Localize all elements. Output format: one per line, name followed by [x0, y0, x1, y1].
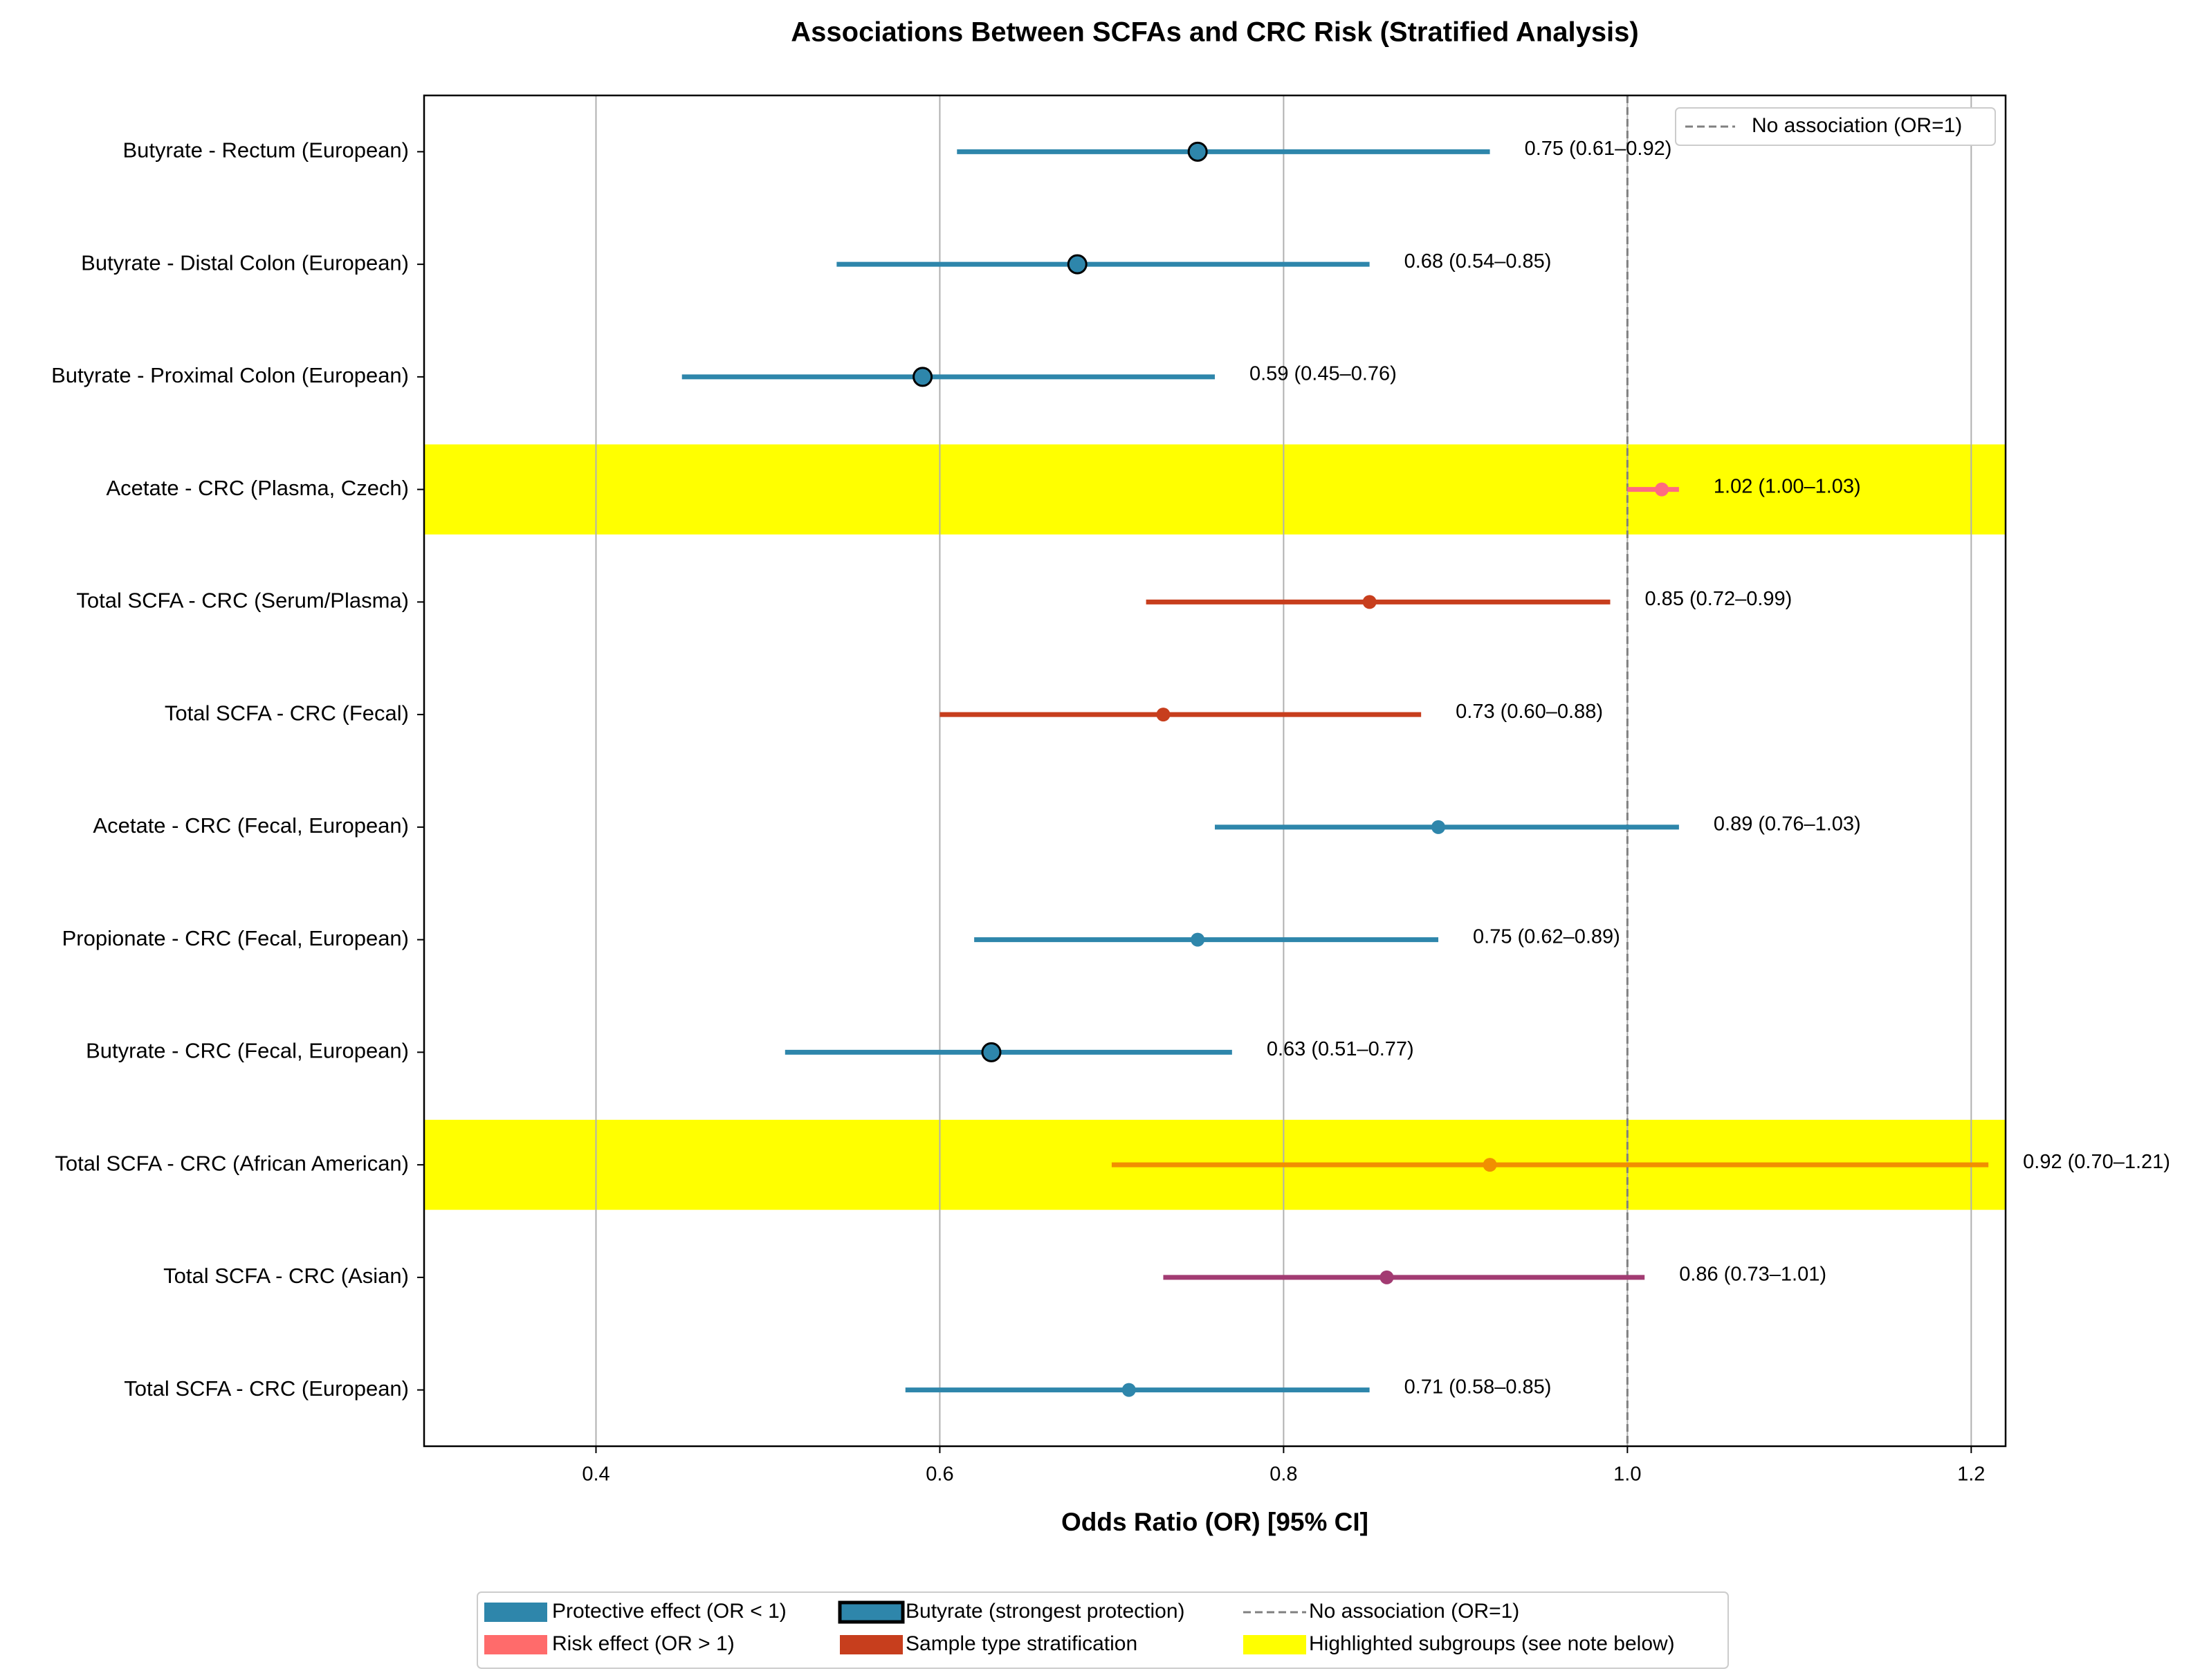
- y-tick-label: Total SCFA - CRC (Fecal): [165, 701, 409, 725]
- x-axis-label: Odds Ratio (OR) [95% CI]: [1061, 1508, 1368, 1536]
- chart-title: Associations Between SCFAs and CRC Risk …: [791, 17, 1639, 48]
- legend-patch: [484, 1635, 547, 1654]
- value-label: 1.02 (1.00–1.03): [1714, 475, 1861, 497]
- value-label: 0.68 (0.54–0.85): [1404, 250, 1552, 273]
- y-tick-label: Acetate - CRC (Fecal, European): [93, 813, 409, 838]
- plot-frame: [423, 94, 2007, 1448]
- x-tick-label: 0.4: [582, 1464, 609, 1486]
- legend-label: No association (OR=1): [1752, 114, 1962, 137]
- value-label: 0.75 (0.62–0.89): [1473, 925, 1620, 948]
- y-tick-label: Butyrate - Proximal Colon (European): [51, 363, 409, 387]
- point: [1655, 482, 1669, 497]
- legend-box: [477, 1591, 1729, 1669]
- value-label: 0.92 (0.70–1.21): [2023, 1151, 2170, 1173]
- highlight-band: [424, 444, 2006, 535]
- point: [1121, 1383, 1136, 1397]
- y-tick-label: Total SCFA - CRC (African American): [55, 1151, 409, 1175]
- point: [981, 1042, 1002, 1062]
- y-tick-label: Total SCFA - CRC (Asian): [163, 1264, 409, 1288]
- value-label: 0.85 (0.72–0.99): [1645, 588, 1793, 610]
- point: [1362, 595, 1377, 609]
- value-label: 0.63 (0.51–0.77): [1267, 1038, 1414, 1060]
- y-tick-label: Total SCFA - CRC (European): [124, 1376, 409, 1401]
- y-tick-label: Acetate - CRC (Plasma, Czech): [106, 476, 409, 500]
- legend-label: No association (OR=1): [1309, 1600, 1519, 1623]
- point: [913, 367, 933, 387]
- y-tick-label: Butyrate - Rectum (European): [122, 138, 409, 163]
- value-label: 0.71 (0.58–0.85): [1404, 1376, 1552, 1398]
- legend-patch: [484, 1603, 547, 1622]
- legend-patch: [1243, 1635, 1306, 1654]
- legend-patch: [840, 1635, 903, 1654]
- point: [1191, 932, 1205, 947]
- point: [1156, 708, 1171, 722]
- point: [1431, 820, 1446, 834]
- x-tick-label: 0.6: [926, 1464, 953, 1486]
- value-label: 0.86 (0.73–1.01): [1679, 1264, 1826, 1286]
- legend-label: Sample type stratification: [906, 1632, 1137, 1655]
- legend-label: Risk effect (OR > 1): [552, 1632, 735, 1655]
- x-tick-label: 1.2: [1957, 1464, 1985, 1486]
- legend-box: [1675, 107, 1996, 146]
- y-tick-label: Butyrate - Distal Colon (European): [81, 250, 409, 275]
- legend-patch: [838, 1600, 905, 1624]
- y-tick-label: Total SCFA - CRC (Serum/Plasma): [76, 589, 409, 613]
- point: [1187, 141, 1208, 162]
- y-tick-label: Propionate - CRC (Fecal, European): [62, 926, 409, 950]
- value-label: 0.59 (0.45–0.76): [1249, 363, 1397, 385]
- point: [1379, 1270, 1394, 1284]
- legend-label: Butyrate (strongest protection): [906, 1600, 1185, 1623]
- value-label: 0.75 (0.61–0.92): [1525, 138, 1672, 160]
- value-label: 0.89 (0.76–1.03): [1714, 813, 1861, 836]
- legend-label: Highlighted subgroups (see note below): [1309, 1632, 1675, 1655]
- legend-label: Protective effect (OR < 1): [552, 1600, 787, 1623]
- y-tick-label: Butyrate - CRC (Fecal, European): [86, 1039, 409, 1063]
- x-tick-label: 1.0: [1613, 1464, 1641, 1486]
- x-tick-label: 0.8: [1269, 1464, 1297, 1486]
- point: [1483, 1158, 1497, 1172]
- point: [1067, 254, 1088, 275]
- value-label: 0.73 (0.60–0.88): [1456, 701, 1603, 723]
